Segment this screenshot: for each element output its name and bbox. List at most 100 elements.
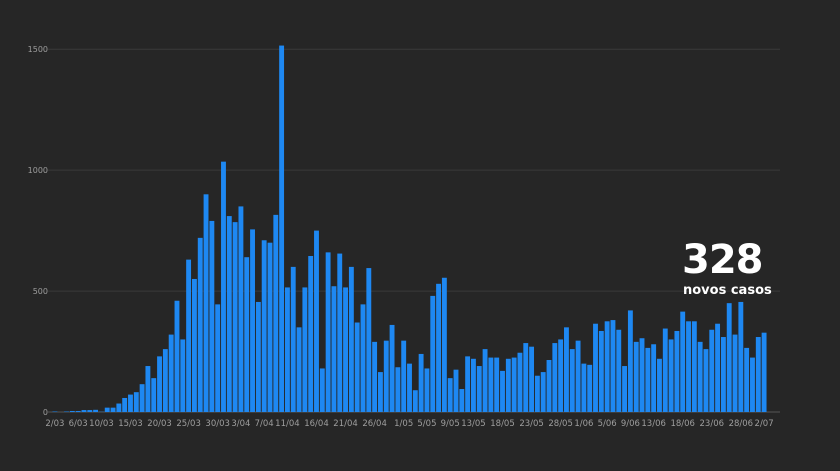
bar <box>587 364 593 412</box>
x-tick-label: 25/03 <box>176 419 201 429</box>
bar <box>761 332 767 412</box>
bar <box>279 45 285 413</box>
bar <box>627 310 633 412</box>
y-axis-ticks: 0 500 1000 1500 <box>28 45 48 417</box>
bar <box>738 301 744 412</box>
y-tick-label: 1500 <box>28 45 48 54</box>
bar <box>709 329 715 412</box>
bar <box>232 222 238 412</box>
bar <box>418 353 424 412</box>
bar <box>453 369 459 412</box>
bar <box>471 358 476 412</box>
x-axis-ticks: 2/03 6/03 10/03 15/03 20/03 25/03 30/03 3/04 7/0… <box>45 419 773 429</box>
bar <box>441 277 447 412</box>
bar <box>732 334 738 412</box>
bar <box>610 320 616 412</box>
bar <box>529 346 535 412</box>
bar <box>122 397 128 412</box>
bar <box>116 403 122 412</box>
latest-cases-number: 328 <box>682 237 764 283</box>
bar <box>110 407 116 412</box>
bar <box>459 389 465 412</box>
bar <box>250 229 255 412</box>
x-tick-label: 16/04 <box>304 419 329 429</box>
bar <box>87 410 93 412</box>
bar <box>505 358 511 412</box>
y-tick-label: 500 <box>33 287 48 296</box>
bar <box>331 286 337 412</box>
bar <box>651 344 657 412</box>
x-tick-label: 23/06 <box>700 419 725 429</box>
bar <box>598 330 604 412</box>
bar <box>226 216 232 412</box>
bar <box>447 378 453 412</box>
bar <box>633 341 639 412</box>
x-tick-label: 9/06 <box>621 419 640 429</box>
bar <box>302 287 308 412</box>
x-tick-label: 18/05 <box>490 419 515 429</box>
x-tick-label: 6/03 <box>69 419 88 429</box>
x-tick-label: 18/06 <box>670 419 695 429</box>
bar <box>744 347 750 412</box>
bar <box>604 321 610 412</box>
x-tick-label: 28/05 <box>548 419 573 429</box>
bar <box>697 341 703 412</box>
bar <box>128 394 133 412</box>
bar <box>523 343 529 412</box>
x-tick-label: 13/05 <box>461 419 486 429</box>
bar <box>377 372 383 412</box>
bar <box>465 356 471 412</box>
bar <box>180 339 186 412</box>
bar <box>366 268 372 412</box>
x-tick-label: 28/06 <box>729 419 754 429</box>
x-tick-label: 11/04 <box>275 419 300 429</box>
bar <box>657 358 662 412</box>
bar <box>691 321 697 412</box>
bar <box>174 300 180 412</box>
x-tick-label: 3/04 <box>231 419 250 429</box>
x-tick-label: 2/03 <box>45 419 64 429</box>
bars <box>52 45 767 413</box>
bar <box>412 390 418 412</box>
bar <box>255 301 261 412</box>
bar <box>395 367 401 412</box>
bar <box>348 266 354 413</box>
bar <box>139 384 145 412</box>
x-tick-label: 9/05 <box>441 419 460 429</box>
x-tick-label: 1/06 <box>574 419 593 429</box>
bar <box>674 330 680 412</box>
bar <box>360 304 366 412</box>
x-tick-label: 23/05 <box>519 419 544 429</box>
bar <box>494 357 500 412</box>
x-tick-label: 5/06 <box>598 419 617 429</box>
bar <box>209 220 215 412</box>
bar <box>93 409 99 412</box>
bar <box>238 206 244 412</box>
bar <box>726 303 732 412</box>
x-tick-label: 1/05 <box>394 419 413 429</box>
bar <box>750 357 755 412</box>
bar <box>290 266 296 413</box>
bar <box>244 257 250 412</box>
bar <box>622 366 628 412</box>
bar <box>593 323 598 412</box>
x-tick-label: 2/07 <box>755 419 774 429</box>
bar <box>686 321 691 412</box>
bar <box>645 347 651 412</box>
bar <box>203 194 209 412</box>
bar <box>104 407 110 412</box>
bar <box>616 329 622 412</box>
y-tick-label: 0 <box>43 408 48 417</box>
bar <box>511 357 517 412</box>
x-tick-label: 30/03 <box>205 419 230 429</box>
bar <box>715 323 721 412</box>
bar <box>569 349 575 412</box>
bar <box>720 337 726 412</box>
bar <box>168 334 174 412</box>
bar <box>500 370 505 412</box>
bar <box>133 392 139 412</box>
bar <box>383 340 389 412</box>
bar <box>436 283 441 412</box>
x-tick-label: 21/04 <box>333 419 358 429</box>
bar <box>319 368 325 412</box>
